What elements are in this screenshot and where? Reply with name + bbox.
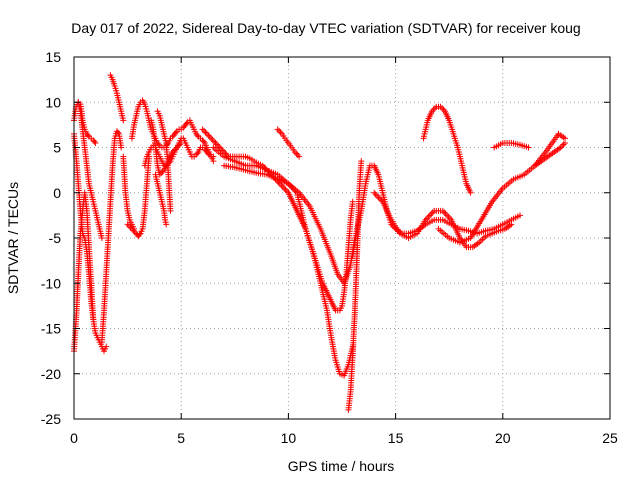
data-point (115, 129, 121, 136)
data-point (200, 138, 207, 145)
data-point (172, 129, 179, 136)
data-point (525, 144, 532, 151)
series-track-08 (124, 153, 152, 240)
series-track-24 (532, 140, 568, 169)
data-point (467, 189, 474, 196)
data-point (517, 212, 523, 219)
data-point (183, 120, 190, 127)
y-tick-label: -20 (41, 366, 61, 382)
data-point (136, 231, 143, 238)
series-track-05 (98, 128, 125, 346)
y-axis-label: SDTVAR / TECUs (5, 182, 21, 294)
series-track-23 (491, 140, 532, 151)
x-tick-label: 0 (70, 430, 78, 446)
data-point (164, 141, 171, 148)
series-track-22 (435, 130, 568, 246)
x-tick-label: 5 (177, 430, 185, 446)
data-point (167, 207, 174, 214)
data-point (120, 117, 127, 124)
x-tick-label: 25 (602, 430, 618, 446)
series-track-20 (371, 189, 515, 251)
y-tick-label: 0 (53, 185, 61, 201)
data-point (98, 235, 105, 241)
x-axis-label: GPS time / hours (288, 458, 395, 474)
series-track-16 (210, 144, 356, 379)
data-point (358, 158, 365, 165)
data-point (210, 153, 217, 160)
y-tick-label: 15 (45, 49, 61, 65)
data-point (296, 153, 303, 160)
series-track-13 (148, 117, 185, 178)
data-point (103, 343, 110, 350)
x-tick-label: 20 (495, 430, 511, 446)
data-point (508, 221, 515, 228)
data-point (562, 140, 568, 146)
data-point (349, 198, 356, 205)
series-track-17 (274, 126, 303, 160)
y-tick-label: -10 (41, 275, 61, 291)
data-point (92, 140, 99, 146)
y-tick-label: -25 (41, 411, 61, 427)
series-track-06 (107, 72, 127, 124)
data-point (91, 138, 98, 145)
data-point (155, 141, 162, 148)
data-point (84, 132, 91, 139)
data-point (178, 140, 185, 146)
data-point (163, 221, 170, 228)
data-point (194, 150, 201, 157)
x-tick-label: 10 (281, 430, 297, 446)
data-point (205, 150, 211, 157)
series-track-04 (75, 99, 105, 241)
y-tick-label: -15 (41, 321, 61, 337)
series-track-21 (420, 103, 474, 196)
data-points (71, 72, 568, 413)
y-tick-label: 5 (53, 140, 61, 156)
chart-title: Day 017 of 2022, Sidereal Day-to-day VTE… (71, 20, 580, 36)
data-point (194, 132, 201, 139)
y-tick-label: 10 (45, 94, 61, 110)
series-track-03 (71, 130, 110, 355)
x-tick-label: 15 (388, 430, 404, 446)
series-track-18 (345, 158, 365, 413)
y-tick-label: -5 (49, 230, 62, 246)
data-point (118, 144, 125, 151)
axis-ticks: 0 5 10 15 20 25 -25 -20 -15 -10 -5 0 5 10 15 (41, 49, 618, 446)
